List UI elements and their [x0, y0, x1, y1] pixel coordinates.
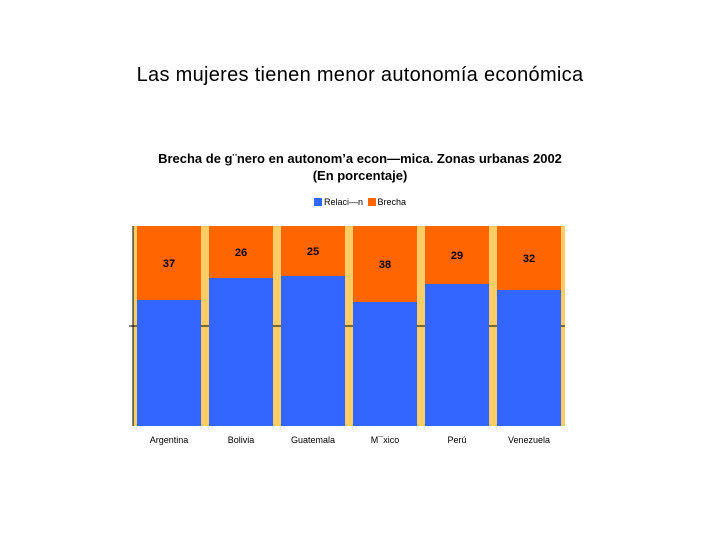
bar-relacion-cat-1 — [209, 278, 273, 426]
data-label-brecha-cat-2: 25 — [307, 246, 319, 258]
chart-title: Brecha de g¨nero en autonom’a econ—mica.… — [0, 150, 720, 184]
data-label-brecha-cat-0: 37 — [163, 258, 175, 270]
legend-label-relacion: Relaci—n — [323, 197, 363, 207]
x-tick-label-cat-2: Guatemala — [291, 435, 335, 445]
bar-brecha-cat-0 — [137, 226, 201, 300]
bar-relacion-cat-0 — [137, 300, 201, 426]
bar-relacion-cat-4 — [425, 284, 489, 426]
data-label-brecha-cat-3: 38 — [379, 259, 391, 271]
chart-subtitle: (En porcentaje) — [312, 168, 408, 183]
slide-title: Las mujeres tienen menor autonomía econó… — [136, 64, 584, 86]
legend-item-brecha: Brecha — [367, 197, 407, 207]
bar-relacion-cat-5 — [497, 290, 561, 426]
data-label-brecha-cat-5: 32 — [523, 253, 535, 265]
chart-legend: Relaci—n Brecha — [0, 197, 720, 207]
data-label-brecha-cat-1: 26 — [235, 247, 247, 259]
legend-swatch-relacion — [313, 198, 322, 206]
chart-title-main: Brecha de g¨nero en autonom’a econ—mica.… — [158, 151, 562, 166]
x-tick-label-cat-0: Argentina — [150, 435, 189, 445]
x-tick-label-cat-3: M¯xico — [371, 435, 399, 445]
bar-brecha-cat-4 — [425, 226, 489, 284]
legend-label-brecha: Brecha — [377, 197, 407, 207]
x-tick-label-cat-1: Bolivia — [228, 435, 255, 445]
bar-brecha-cat-1 — [209, 226, 273, 278]
bar-brecha-cat-5 — [497, 226, 561, 290]
bar-relacion-cat-2 — [281, 276, 345, 426]
x-tick-label-cat-4: Perú — [447, 435, 466, 445]
legend-swatch-brecha — [367, 198, 376, 206]
x-tick-label-cat-5: Venezuela — [508, 435, 550, 445]
legend-item-relacion: Relaci—n — [313, 197, 363, 207]
bar-relacion-cat-3 — [353, 302, 417, 426]
bar-brecha-cat-2 — [281, 226, 345, 276]
data-label-brecha-cat-4: 29 — [451, 250, 463, 262]
bar-brecha-cat-3 — [353, 226, 417, 302]
